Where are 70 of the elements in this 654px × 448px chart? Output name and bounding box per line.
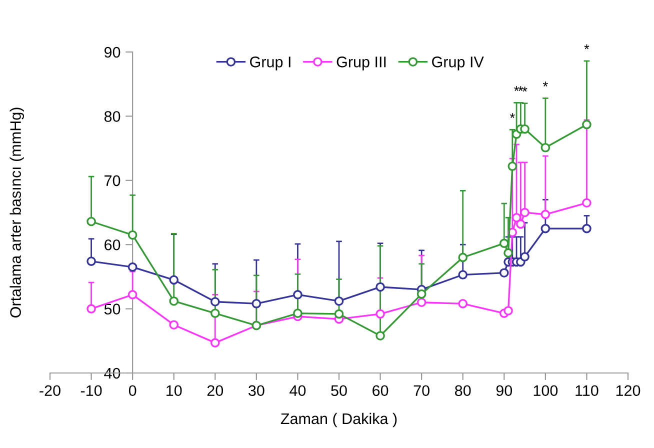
x-tick-label: 10 <box>166 385 182 396</box>
point <box>582 224 592 234</box>
annotation: * <box>518 86 524 91</box>
point <box>210 308 220 318</box>
point <box>540 224 550 234</box>
point <box>540 143 550 152</box>
legend-label: Grup IV <box>432 56 484 70</box>
x-tick-label: 0 <box>128 385 136 396</box>
x-tick-label: 100 <box>534 385 558 396</box>
annotation: * <box>522 86 528 92</box>
point <box>520 208 530 218</box>
x-tick-label: 120 <box>616 385 640 396</box>
x-tick-label: 40 <box>290 385 306 396</box>
annotation: * <box>510 113 515 118</box>
point <box>86 256 96 266</box>
x-tick-label: 20 <box>207 385 224 396</box>
point <box>86 304 96 314</box>
point <box>376 331 385 340</box>
point <box>416 289 426 299</box>
x-tick-label: -20 <box>40 385 60 396</box>
point <box>293 308 302 318</box>
point <box>334 296 344 306</box>
point <box>499 238 509 248</box>
point <box>210 297 220 306</box>
point <box>504 248 513 258</box>
y-axis-title: Ortalama arter basıncı (mmHg) <box>10 108 24 318</box>
point <box>169 275 179 285</box>
point <box>86 216 96 226</box>
y-tick-label: 90 <box>104 46 120 58</box>
point <box>499 268 509 278</box>
point <box>169 320 179 330</box>
point <box>458 252 468 262</box>
point <box>416 298 426 308</box>
y-tick-label: 50 <box>104 304 120 314</box>
annotation: * <box>584 44 590 50</box>
legend-label: Grup I <box>250 56 290 70</box>
annotation: * <box>514 86 520 91</box>
point <box>293 290 302 300</box>
x-tick-label: 60 <box>372 385 388 396</box>
annotation: * <box>542 82 548 86</box>
point <box>169 296 179 306</box>
point <box>458 299 468 308</box>
point <box>516 219 526 229</box>
point <box>128 230 138 240</box>
x-tick-label: 90 <box>496 385 512 396</box>
point <box>520 124 530 134</box>
point <box>540 210 550 220</box>
point <box>520 252 530 262</box>
x-tick-label: 50 <box>331 385 347 396</box>
point <box>376 282 385 292</box>
x-tick-label: 30 <box>248 385 264 396</box>
point <box>334 309 344 319</box>
x-axis-title: Zaman ( Dakika ) <box>280 412 397 428</box>
legend-label: Grup III <box>336 56 386 70</box>
y-tick-label: 60 <box>104 239 120 250</box>
point <box>504 306 513 316</box>
point <box>252 299 262 308</box>
point <box>582 198 592 208</box>
x-tick-label: 70 <box>414 385 430 396</box>
point <box>210 338 220 348</box>
point <box>508 162 518 171</box>
y-tick-label: 80 <box>104 111 120 122</box>
point <box>376 309 385 319</box>
point <box>128 290 138 300</box>
point <box>458 270 468 280</box>
x-tick-label: -10 <box>80 385 102 396</box>
y-tick-label: 70 <box>104 175 120 186</box>
x-tick-label: 80 <box>455 385 471 396</box>
x-tick-label: 110 <box>576 385 598 396</box>
point <box>512 212 522 222</box>
